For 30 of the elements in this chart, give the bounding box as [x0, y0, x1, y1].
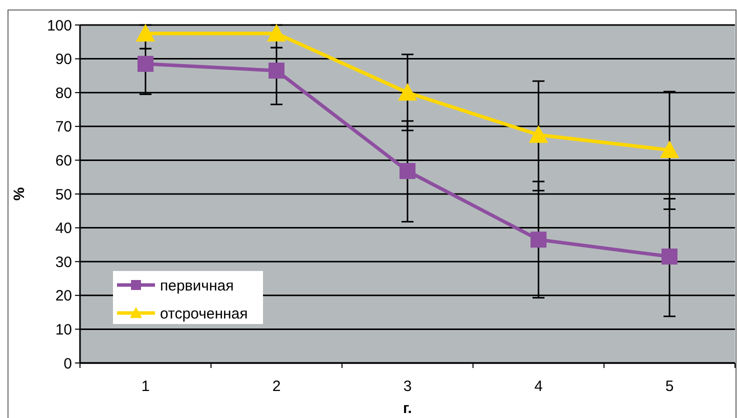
point — [660, 140, 680, 158]
y-tick-label: 20 — [55, 288, 72, 305]
point — [138, 56, 154, 72]
y-tick-label: 100 — [46, 17, 72, 34]
y-axis-title: % — [11, 187, 28, 201]
x-tick-label: 4 — [534, 378, 543, 395]
y-tick-label: 90 — [55, 51, 72, 68]
point — [268, 62, 284, 79]
point — [528, 125, 548, 143]
x-tick-label: 5 — [665, 378, 674, 395]
point — [530, 232, 546, 248]
point — [662, 248, 678, 265]
legend-label: отсроченная — [160, 305, 248, 322]
y-tick-label: 80 — [55, 84, 72, 102]
y-tick-label: 50 — [55, 186, 72, 204]
point — [400, 163, 416, 180]
y-tick-label: 40 — [55, 220, 72, 238]
y-tick-label: 60 — [55, 152, 72, 170]
x-tick-label: 2 — [272, 378, 281, 395]
x-tick-label: 1 — [141, 378, 150, 395]
y-tick-label: 30 — [55, 254, 72, 271]
y-tick-label: 10 — [55, 321, 72, 338]
legend-label: первичная — [160, 277, 234, 294]
point — [266, 24, 286, 42]
x-axis-title: г. — [403, 400, 412, 417]
y-tick-label: 70 — [55, 118, 72, 136]
point — [136, 24, 156, 42]
point — [398, 83, 418, 101]
y-tick-label: 0 — [64, 355, 72, 372]
x-tick-label: 3 — [403, 378, 412, 395]
